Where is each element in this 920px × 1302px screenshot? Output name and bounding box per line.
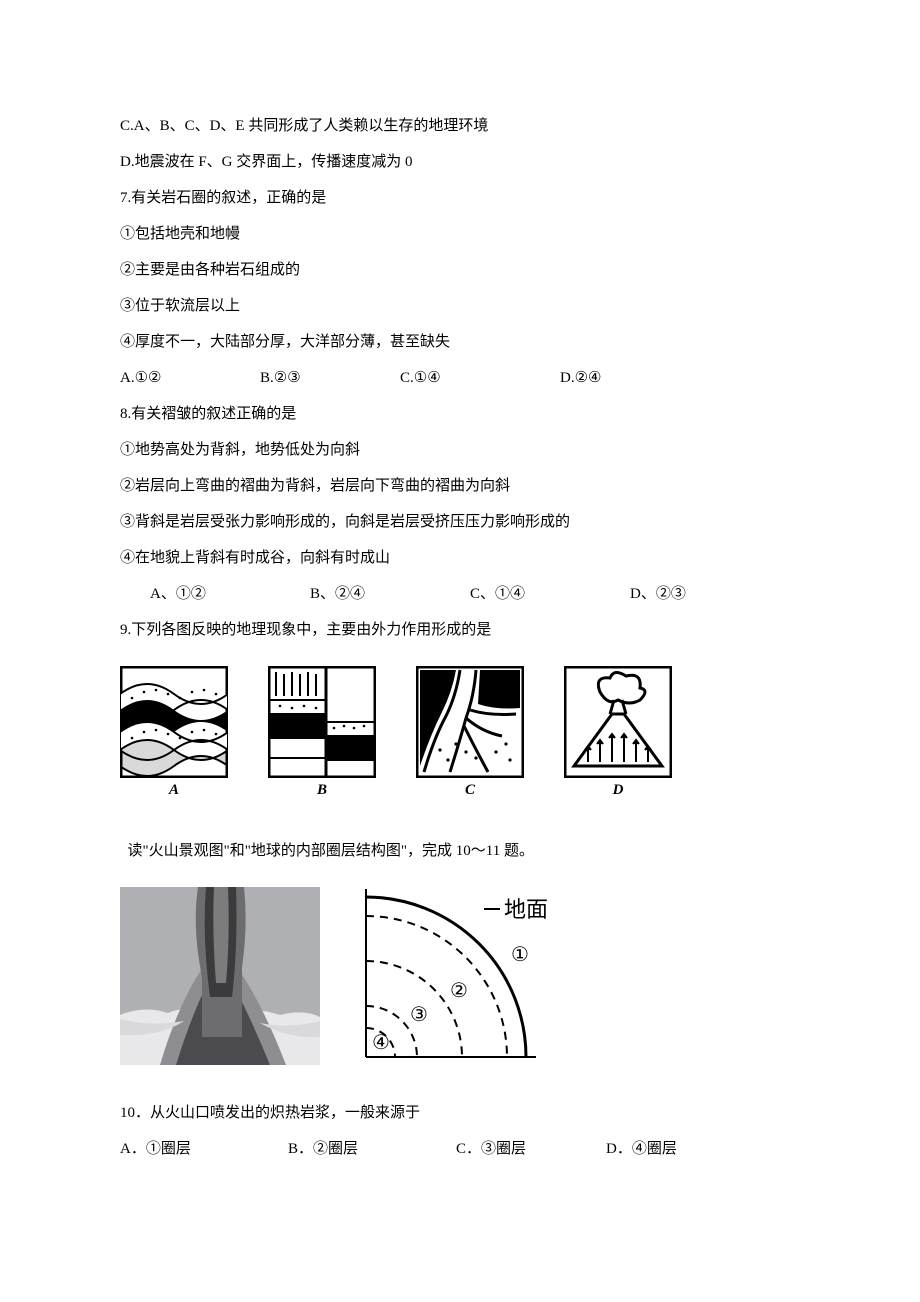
q10-option-b: B．②圈层 [288,1131,456,1167]
earth-layers-diagram-icon: 地面 ① ② ③ ④ [360,887,620,1065]
intro-10-11: 读"火山景观图"和"地球的内部圈层结构图"，完成 10～11 题。 [120,833,800,869]
q7-option-b: B.②③ [260,360,400,396]
q10-options: A．①圈层 B．②圈层 C．③圈层 D．④圈层 [120,1131,800,1167]
q8-stem: 8.有关褶皱的叙述正确的是 [120,396,800,432]
q8-s2: ②岩层向上弯曲的褶曲为背斜，岩层向下弯曲的褶曲为向斜 [120,468,800,504]
exam-page: C.A、B、C、D、E 共同形成了人类赖以生存的地理环境 D.地震波在 F、G … [0,0,920,1302]
q7-s2: ②主要是由各种岩石组成的 [120,252,800,288]
q8-option-a: A、①② [150,576,310,612]
q10-stem: 10．从火山口喷发出的炽热岩浆，一般来源于 [120,1095,800,1131]
fault-block-icon [268,666,376,778]
layer1-label: ① [511,944,529,966]
q10-option-a: A．①圈层 [120,1131,288,1167]
q9-caption-d: D [613,782,624,799]
q9-fig-d: D [564,666,672,799]
volcano-photo-icon [120,887,320,1065]
q7-stem: 7.有关岩石圈的叙述，正确的是 [120,180,800,216]
q8-s3: ③背斜是岩层受张力影响形成的，向斜是岩层受挤压压力影响形成的 [120,504,800,540]
q7-option-c: C.①④ [400,360,560,396]
q10-option-d: D．④圈层 [606,1131,726,1167]
layer3-label: ③ [410,1004,428,1026]
q9-stem: 9.下列各图反映的地理现象中，主要由外力作用形成的是 [120,612,800,648]
q8-s1: ①地势高处为背斜，地势低处为向斜 [120,432,800,468]
q7-option-d: D.②④ [560,360,680,396]
layer4-label: ④ [372,1032,390,1054]
q8-options: A、①② B、②④ C、①④ D、②③ [120,576,800,612]
fig-10-11: 地面 ① ② ③ ④ [120,887,800,1065]
q7-s3: ③位于软流层以上 [120,288,800,324]
q9-fig-c: C [416,666,524,799]
layer2-label: ② [450,980,468,1002]
q7-s1: ①包括地壳和地幔 [120,216,800,252]
q9-fig-b: B [268,666,376,799]
q8-option-c: C、①④ [470,576,630,612]
q7-options: A.①② B.②③ C.①④ D.②④ [120,360,800,396]
volcano-icon [564,666,672,778]
q10-option-c: C．③圈层 [456,1131,606,1167]
q9-fig-a: A [120,666,228,799]
q8-s4: ④在地貌上背斜有时成谷，向斜有时成山 [120,540,800,576]
surface-label: 地面 [504,897,548,922]
q7-option-a: A.①② [120,360,260,396]
q9-figures: A [120,666,800,799]
q6-option-d: D.地震波在 F、G 交界面上，传播速度减为 0 [120,144,800,180]
q8-option-b: B、②④ [310,576,470,612]
river-delta-icon [416,666,524,778]
q9-caption-a: A [169,782,179,799]
spacer [120,805,800,833]
q7-s4: ④厚度不一，大陆部分厚，大洋部分薄，甚至缺失 [120,324,800,360]
q8-option-d: D、②③ [630,576,730,612]
q9-caption-b: B [317,782,327,799]
q9-caption-c: C [465,782,475,799]
q6-option-c: C.A、B、C、D、E 共同形成了人类赖以生存的地理环境 [120,108,800,144]
fold-strata-icon [120,666,228,778]
